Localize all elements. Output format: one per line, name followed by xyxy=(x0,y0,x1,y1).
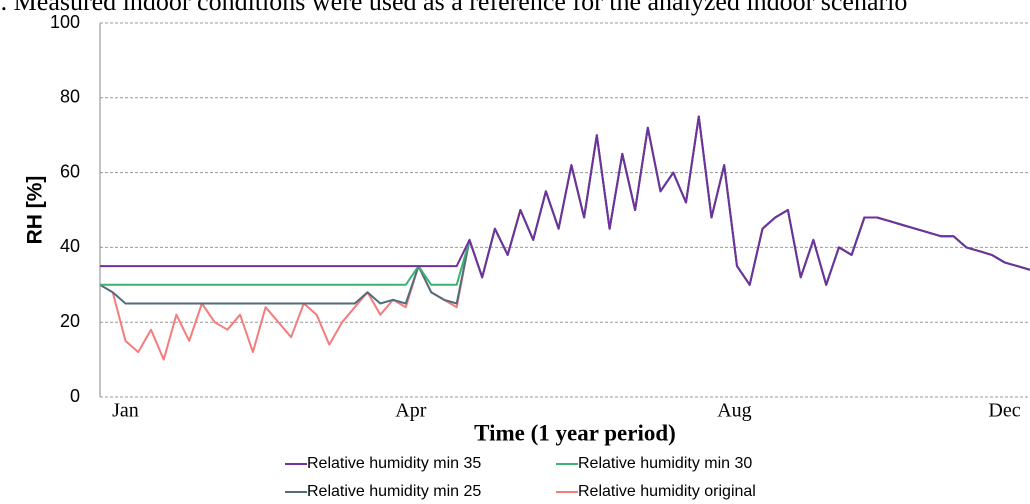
y-tick-label: 100 xyxy=(50,12,80,32)
y-tick-label: 0 xyxy=(70,386,80,406)
y-tick-label: 20 xyxy=(60,311,80,331)
data-line xyxy=(99,115,1030,305)
x-tick-label: Dec xyxy=(988,400,1020,422)
caption: ). Measured indoor conditions were used … xyxy=(0,0,907,16)
x-tick-label: Apr xyxy=(395,400,426,422)
y-tick-label: 40 xyxy=(60,236,80,256)
legend-label: Relative humidity min 30 xyxy=(578,455,752,472)
x-tick-label: Jan xyxy=(112,400,139,422)
legend-label: Relative humidity min 35 xyxy=(307,455,481,472)
legend-label: Relative humidity min 25 xyxy=(307,483,481,500)
data-line xyxy=(99,115,1030,361)
x-axis-label: Time (1 year period) xyxy=(474,420,676,445)
y-tick-label: 60 xyxy=(60,161,80,181)
y-tick-label: 80 xyxy=(60,87,80,107)
data-line xyxy=(100,115,1030,286)
y-axis-label: RH [%] xyxy=(24,176,47,245)
x-tick-label: Aug xyxy=(717,400,751,422)
legend-label: Relative humidity original xyxy=(578,483,756,500)
